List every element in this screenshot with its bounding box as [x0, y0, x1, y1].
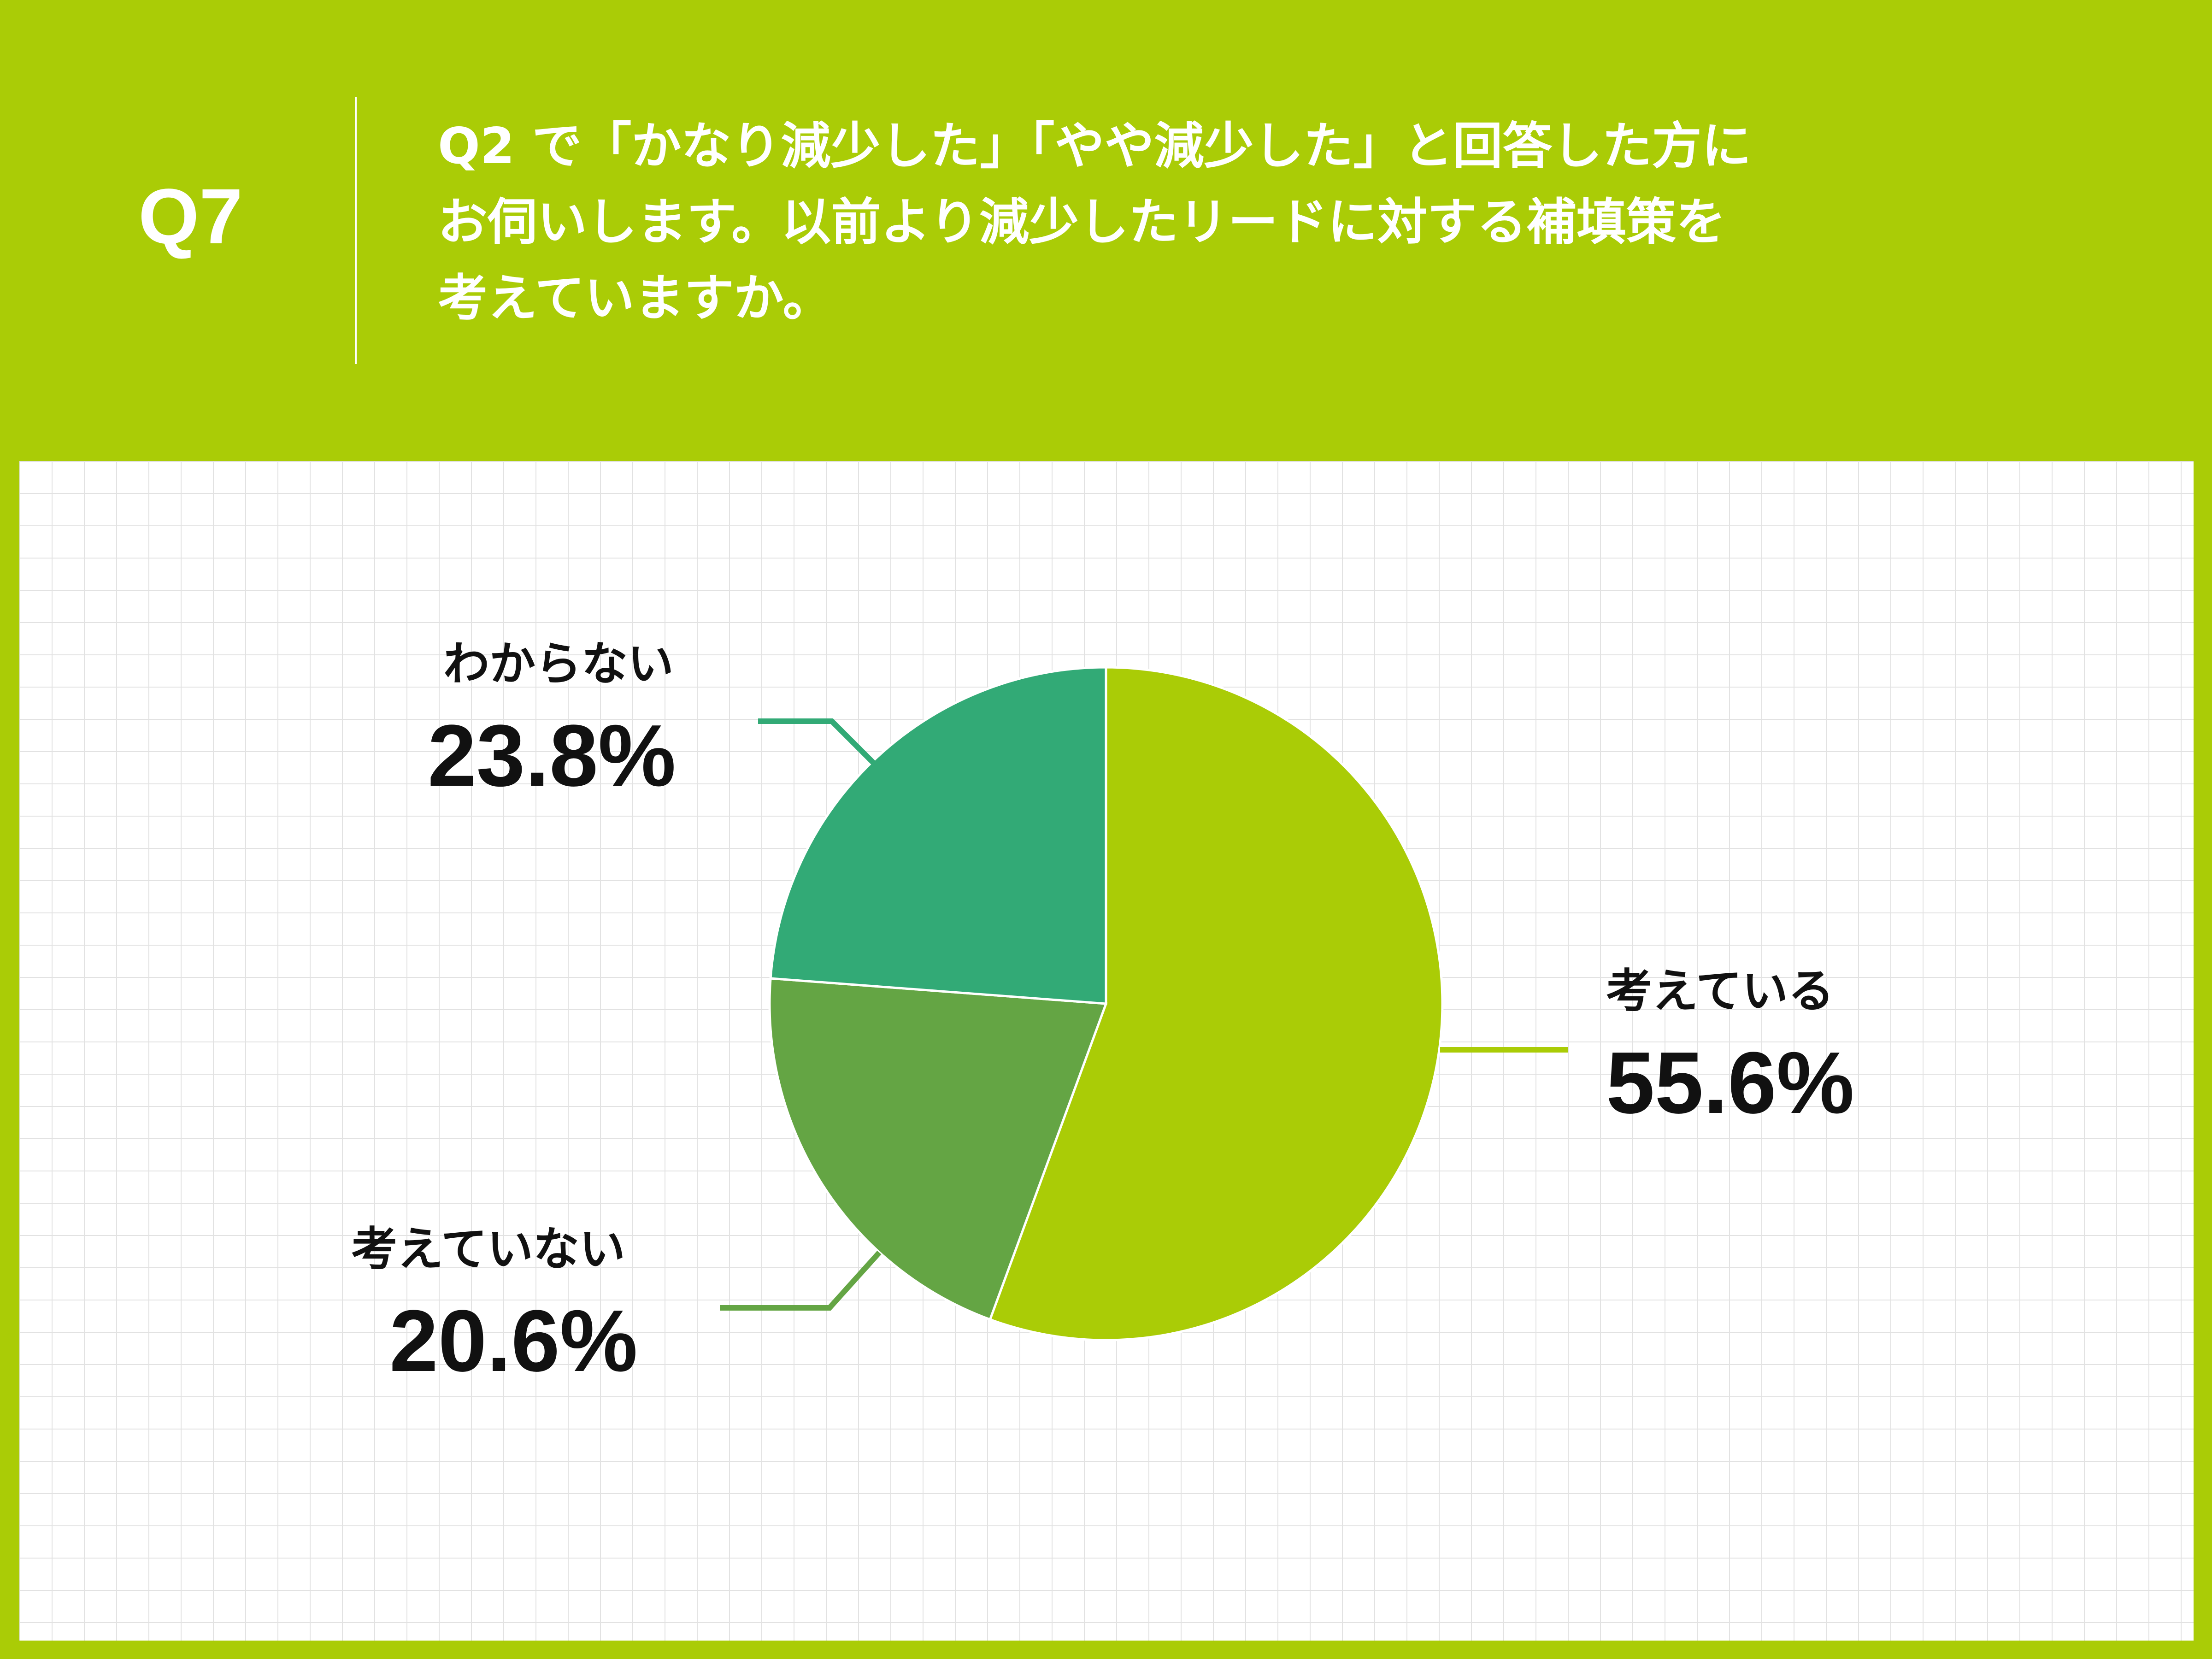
slice-label-value-0: 55.6% [1606, 1034, 1854, 1132]
slice-label-name-1: 考えていない [351, 1222, 625, 1276]
question-text: Q2 で「かなり減少した」「やや減少した」と回答した方に お伺いします。以前より… [438, 108, 1936, 336]
pie-slice-2 [769, 666, 1107, 1005]
slice-label-value-1: 20.6% [389, 1292, 638, 1390]
question-line-3: 考えていますか。 [438, 270, 833, 327]
question-number: Q7 [138, 173, 243, 260]
chart-panel [19, 461, 2194, 1641]
slice-label-name-2: わからない [443, 637, 674, 691]
leader-line-wakaranai [758, 718, 878, 767]
question-line-1: Q2 で「かなり減少した」「やや減少した」と回答した方に [438, 118, 1752, 175]
leader-line-kangaeteinai [720, 1250, 882, 1311]
slice-label-name-0: 考えている [1606, 964, 1834, 1018]
pie-slice-1 [768, 977, 1108, 1321]
question-line-2: お伺いします。以前より減少したリードに対する補填策を [438, 194, 1726, 251]
pie-slices [768, 666, 1444, 1341]
slice-label-value-2: 23.8% [428, 707, 676, 805]
pie-slice-0 [988, 666, 1444, 1341]
header-divider [355, 97, 357, 364]
